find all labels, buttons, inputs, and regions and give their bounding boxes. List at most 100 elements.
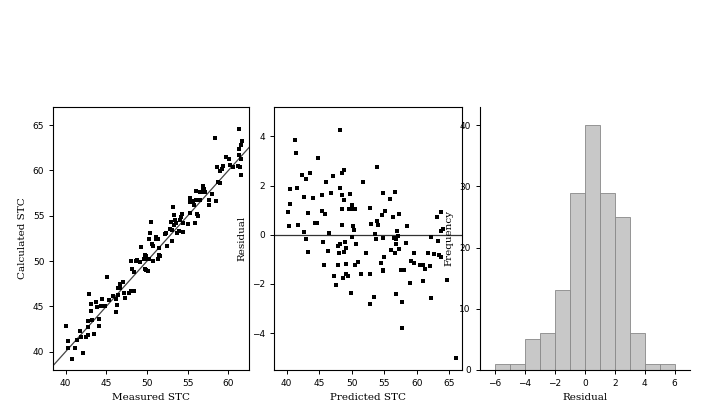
Point	[284, 185, 295, 192]
Point	[111, 302, 122, 308]
Point	[152, 236, 164, 242]
Point	[304, 170, 316, 177]
Point	[327, 172, 338, 179]
Point	[350, 241, 361, 248]
Point	[117, 279, 129, 286]
Point	[338, 196, 349, 203]
Point	[417, 261, 429, 268]
Point	[343, 206, 355, 212]
Point	[220, 154, 232, 161]
Point	[86, 317, 97, 323]
Point	[66, 356, 77, 362]
Point	[212, 163, 223, 170]
Point	[311, 220, 323, 226]
Point	[422, 250, 434, 256]
Point	[154, 252, 166, 259]
Point	[161, 242, 173, 249]
Bar	[584, 125, 600, 370]
Point	[70, 344, 81, 351]
Point	[143, 268, 154, 274]
Point	[153, 252, 164, 259]
Point	[224, 162, 235, 169]
Point	[390, 236, 402, 242]
Point	[348, 206, 359, 212]
Point	[216, 165, 228, 172]
Point	[292, 185, 303, 192]
Point	[389, 250, 400, 256]
Point	[424, 262, 436, 269]
Point	[151, 233, 162, 240]
Point	[119, 289, 130, 296]
Point	[328, 273, 339, 279]
Point	[322, 248, 333, 255]
Point	[302, 210, 314, 217]
Point	[110, 296, 122, 302]
Point	[125, 258, 137, 265]
Point	[144, 235, 155, 242]
Point	[153, 245, 164, 252]
Point	[85, 308, 97, 315]
Point	[233, 152, 245, 159]
Point	[175, 217, 186, 224]
Point	[93, 322, 105, 329]
Point	[110, 309, 122, 316]
Point	[365, 270, 376, 277]
Point	[168, 222, 179, 228]
Point	[85, 300, 97, 307]
Point	[400, 240, 412, 246]
X-axis label: Measured STC: Measured STC	[112, 393, 190, 402]
Point	[309, 220, 321, 227]
Point	[108, 293, 119, 299]
Point	[372, 164, 383, 171]
Point	[290, 149, 301, 156]
Point	[417, 278, 429, 284]
Point	[139, 251, 151, 258]
Point	[129, 288, 140, 294]
Point	[227, 163, 238, 170]
Point	[378, 253, 390, 260]
Point	[82, 323, 93, 330]
Point	[152, 256, 164, 262]
Point	[188, 201, 199, 208]
Point	[364, 301, 375, 307]
Point	[195, 196, 206, 203]
Point	[356, 271, 367, 278]
Point	[377, 212, 388, 218]
Point	[419, 266, 430, 272]
Point	[191, 188, 202, 194]
Point	[432, 238, 444, 244]
Bar	[495, 364, 510, 370]
Point	[395, 267, 407, 273]
Point	[191, 210, 203, 217]
Point	[237, 138, 248, 144]
Point	[441, 277, 452, 284]
Point	[203, 196, 214, 203]
Point	[332, 242, 343, 249]
Point	[148, 257, 159, 264]
Point	[178, 220, 189, 226]
Point	[173, 228, 185, 235]
Point	[130, 258, 141, 265]
Point	[96, 296, 107, 302]
Point	[398, 267, 410, 273]
Point	[450, 354, 461, 361]
Point	[148, 242, 159, 249]
Point	[428, 250, 439, 257]
Point	[435, 254, 447, 260]
Point	[431, 214, 442, 221]
Point	[165, 219, 176, 225]
Point	[387, 213, 398, 220]
Bar	[555, 291, 570, 370]
Point	[370, 231, 381, 237]
Point	[378, 267, 389, 273]
Point	[113, 284, 124, 291]
Point	[184, 210, 196, 217]
Point	[404, 280, 415, 286]
Point	[425, 295, 437, 302]
Bar	[540, 333, 555, 370]
Point	[336, 222, 348, 228]
Point	[75, 333, 87, 340]
Point	[334, 185, 346, 191]
Point	[336, 205, 348, 212]
Point	[232, 145, 244, 152]
